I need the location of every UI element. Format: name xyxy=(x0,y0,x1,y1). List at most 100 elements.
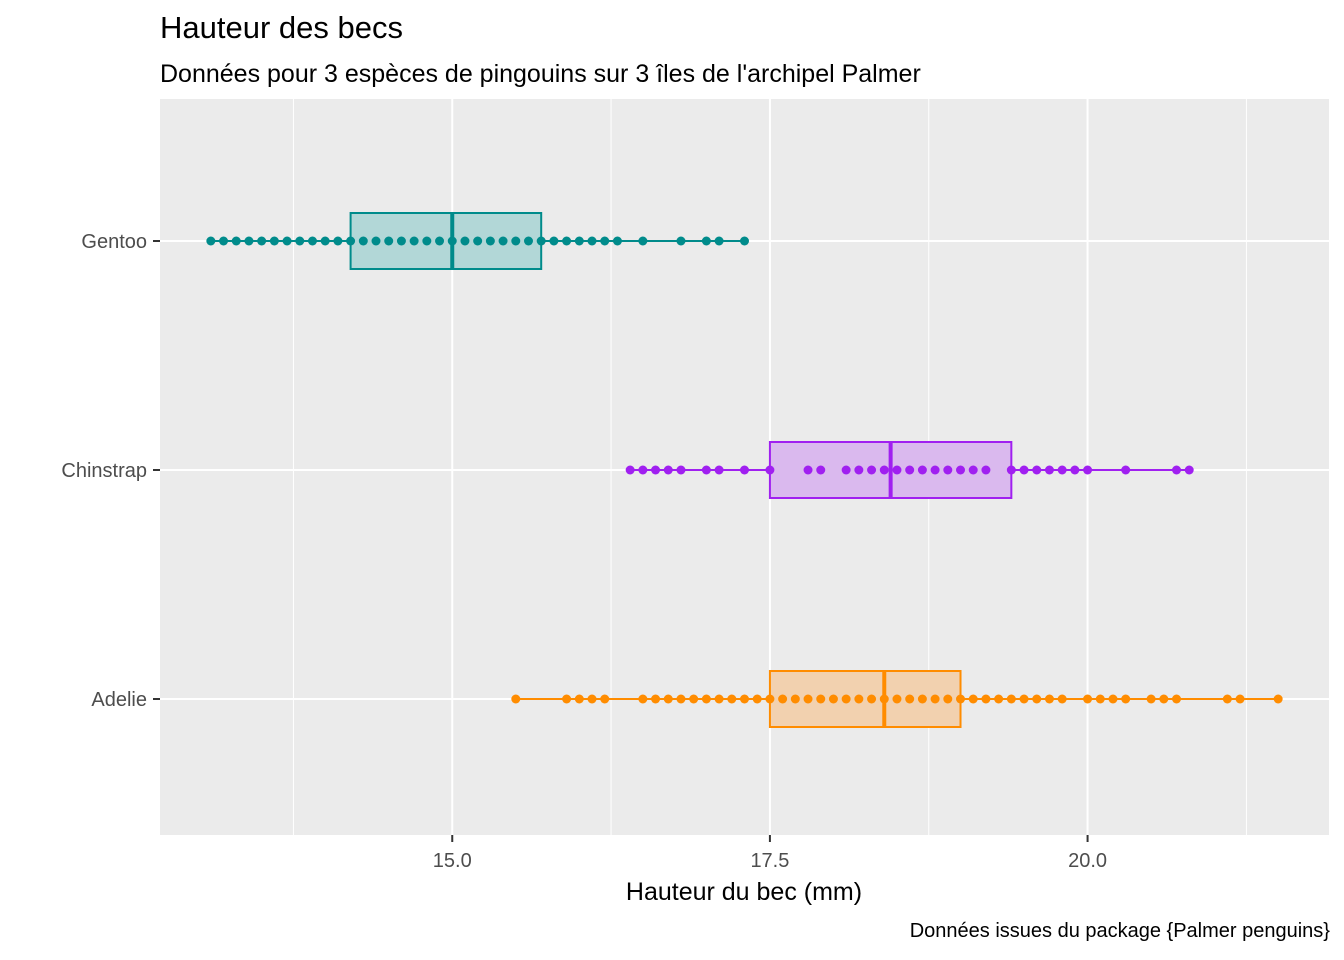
data-point xyxy=(841,465,851,475)
y-tick-label: Adelie xyxy=(91,689,147,711)
data-point xyxy=(511,236,521,246)
data-point xyxy=(689,694,699,704)
data-point xyxy=(816,694,826,704)
x-tick-label: 15.0 xyxy=(433,850,472,872)
y-tick-label: Chinstrap xyxy=(61,460,147,482)
data-point xyxy=(905,694,915,704)
x-axis-title: Hauteur du bec (mm) xyxy=(626,878,862,906)
data-point xyxy=(765,465,775,475)
data-point xyxy=(282,236,292,246)
data-point xyxy=(612,236,622,246)
data-point xyxy=(778,694,788,704)
data-point xyxy=(676,694,686,704)
data-point xyxy=(676,236,686,246)
data-point xyxy=(740,236,749,246)
data-point xyxy=(1057,694,1067,704)
data-point xyxy=(968,694,978,704)
data-point xyxy=(701,694,711,704)
data-point xyxy=(701,236,711,246)
data-point xyxy=(460,236,470,246)
data-point xyxy=(473,236,483,246)
data-point xyxy=(587,694,597,704)
y-axis: Gentoo Chinstrap Adelie xyxy=(61,231,160,711)
data-point xyxy=(917,694,927,704)
data-point xyxy=(562,694,572,704)
chart-title: Hauteur des becs xyxy=(160,10,403,45)
data-point xyxy=(676,465,686,475)
y-tick-label: Gentoo xyxy=(81,231,147,253)
data-point xyxy=(206,236,216,246)
data-point xyxy=(1044,694,1054,704)
data-point xyxy=(1095,694,1105,704)
data-point xyxy=(536,236,546,246)
data-point xyxy=(1083,694,1093,704)
x-axis: 15.0 17.5 20.0 xyxy=(433,835,1107,872)
data-point xyxy=(1184,465,1194,475)
chart-caption: Données issues du package {Palmer pengui… xyxy=(909,920,1330,942)
box xyxy=(768,670,962,728)
data-point xyxy=(600,236,610,246)
data-point xyxy=(1121,694,1131,704)
data-point xyxy=(803,694,813,704)
data-point xyxy=(625,465,635,475)
data-point xyxy=(892,465,902,475)
chart-subtitle: Données pour 3 espèces de pingouins sur … xyxy=(160,60,921,88)
data-point xyxy=(1222,694,1232,704)
data-point xyxy=(727,694,737,704)
data-point xyxy=(828,694,838,704)
data-point xyxy=(854,694,864,704)
data-point xyxy=(549,236,559,246)
data-point xyxy=(765,694,775,704)
data-point xyxy=(638,694,648,704)
data-point xyxy=(701,465,711,475)
data-point xyxy=(790,694,800,704)
data-point xyxy=(422,236,432,246)
x-tick-label: 17.5 xyxy=(750,850,789,872)
data-point xyxy=(1121,465,1131,475)
data-point xyxy=(651,694,661,704)
x-tick-label: 20.0 xyxy=(1068,850,1107,872)
data-point xyxy=(968,465,978,475)
data-point xyxy=(905,465,915,475)
data-point xyxy=(1083,465,1093,475)
data-point xyxy=(1159,694,1169,704)
data-point xyxy=(740,694,749,704)
data-point xyxy=(1019,694,1029,704)
data-point xyxy=(409,236,419,246)
data-point xyxy=(892,694,902,704)
data-point xyxy=(981,465,991,475)
data-point xyxy=(1032,694,1042,704)
data-point xyxy=(714,236,724,246)
data-point xyxy=(333,236,343,246)
data-point xyxy=(1146,694,1156,704)
data-point xyxy=(663,465,673,475)
data-point xyxy=(358,236,368,246)
data-point xyxy=(1006,465,1016,475)
data-point xyxy=(1006,694,1016,704)
data-point xyxy=(257,236,267,246)
data-point xyxy=(219,236,229,246)
data-point xyxy=(1057,465,1067,475)
data-point xyxy=(1108,694,1118,704)
data-point xyxy=(917,465,927,475)
data-point xyxy=(803,465,813,475)
data-point xyxy=(981,694,991,704)
series-adelie xyxy=(511,670,1283,728)
data-point xyxy=(956,465,966,475)
data-point xyxy=(511,694,521,704)
data-point xyxy=(600,694,610,704)
data-point xyxy=(841,694,851,704)
data-point xyxy=(346,236,356,246)
data-point xyxy=(1172,465,1182,475)
data-point xyxy=(574,236,584,246)
data-point xyxy=(587,236,597,246)
data-point xyxy=(867,694,877,704)
data-point xyxy=(371,236,381,246)
data-point xyxy=(523,236,533,246)
data-point xyxy=(244,236,254,246)
data-point xyxy=(740,465,749,475)
data-point xyxy=(638,236,648,246)
data-point xyxy=(867,465,877,475)
data-point xyxy=(295,236,305,246)
data-point xyxy=(879,465,889,475)
